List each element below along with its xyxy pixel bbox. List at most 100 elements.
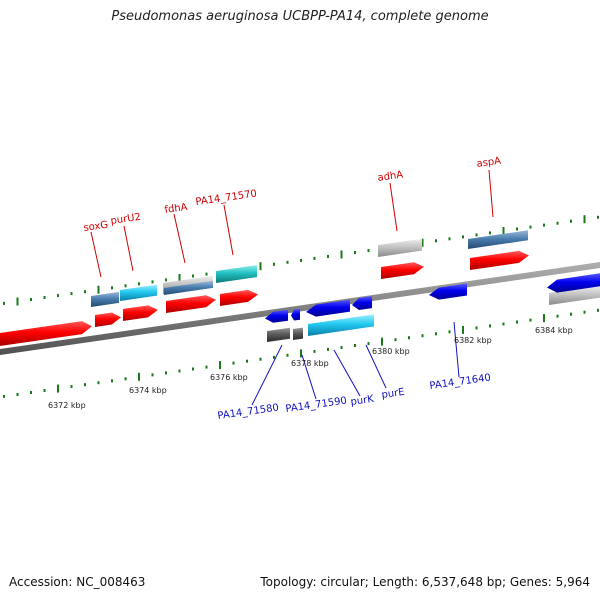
major-tick (543, 314, 545, 323)
gene-purK-arrow[interactable] (306, 299, 350, 317)
minor-tick (597, 215, 599, 219)
minor-tick (327, 347, 329, 351)
gene-label-purK[interactable]: purK (350, 394, 375, 408)
gene-label-purU2[interactable]: purU2 (110, 212, 142, 227)
minor-tick (570, 312, 572, 316)
minor-tick (435, 239, 437, 243)
minor-tick (556, 314, 559, 318)
scale-label-6378: 6378 kbp (291, 359, 329, 368)
gene-label-fdhA[interactable]: fdhA (164, 202, 189, 216)
major-tick (97, 285, 100, 294)
gene-PA14-71590-arrow[interactable] (291, 308, 300, 321)
minor-tick (3, 301, 5, 305)
gene-purE-arrow[interactable] (352, 296, 372, 310)
genome-title: Pseudomonas aeruginosa UCBPP-PA14, compl… (111, 9, 489, 24)
gene-label-adhA[interactable]: adhA (377, 169, 404, 183)
gene-forward-arrow[interactable] (0, 321, 92, 346)
minor-tick (583, 310, 586, 314)
minor-tick (124, 284, 127, 288)
minor-tick (516, 227, 518, 231)
gene-label-PA14-71640[interactable]: PA14_71640 (429, 372, 492, 391)
scale-label-6380: 6380 kbp (372, 347, 410, 356)
minor-tick (529, 318, 532, 322)
minor-tick (111, 379, 113, 383)
minor-tick (246, 359, 248, 363)
gene-purU2-block[interactable] (120, 284, 157, 301)
minor-tick (70, 385, 73, 389)
gene-PA14-71580-block[interactable] (267, 327, 290, 342)
scale-label-6376: 6376 kbp (210, 373, 248, 382)
gene-purU2-arrow[interactable] (123, 305, 158, 321)
minor-tick (30, 298, 32, 301)
scale-label-6382: 6382 kbp (454, 336, 492, 345)
gene-reverse-edge-arrow[interactable] (547, 273, 600, 293)
gene-features (0, 230, 600, 346)
gene-PA14-71580-arrow[interactable] (265, 309, 288, 323)
minor-tick (84, 383, 86, 387)
major-tick (178, 274, 181, 282)
minor-tick (124, 377, 127, 381)
scale-label-6374: 6374 kbp (129, 386, 167, 395)
minor-tick (502, 322, 505, 326)
minor-tick (205, 365, 208, 369)
major-tick (583, 215, 586, 224)
major-tick (300, 349, 302, 358)
minor-tick (300, 258, 302, 262)
minor-tick (340, 346, 343, 349)
minor-tick (408, 336, 410, 340)
gene-PA14-71570-block[interactable] (216, 265, 257, 283)
gene-purK-purE-block[interactable] (308, 314, 374, 336)
gene-PA14-71640-arrow[interactable] (429, 283, 467, 300)
gene-PA14-71590-block[interactable] (293, 327, 303, 340)
major-tick (462, 325, 464, 334)
minor-tick (462, 235, 464, 239)
minor-tick (286, 353, 289, 357)
gene-label-aspA[interactable]: aspA (476, 156, 502, 170)
gene-soxG-block[interactable] (91, 291, 119, 307)
minor-tick (367, 249, 370, 253)
minor-tick (448, 330, 451, 334)
minor-tick (327, 254, 329, 258)
minor-tick (394, 338, 397, 342)
minor-tick (313, 349, 316, 353)
minor-tick (475, 326, 478, 330)
minor-tick (165, 278, 167, 282)
minor-tick (273, 355, 275, 359)
gene-adhA-arrow[interactable] (381, 262, 424, 279)
minor-tick (421, 334, 424, 338)
minor-tick (178, 369, 181, 373)
minor-tick (286, 260, 289, 264)
minor-tick (489, 324, 491, 328)
minor-tick (556, 221, 559, 225)
minor-tick (259, 357, 262, 361)
gene-label-purE[interactable]: purE (381, 387, 405, 401)
label-leaders (90, 169, 494, 406)
minor-tick (313, 256, 316, 260)
minor-tick (475, 233, 478, 237)
gene-label-soxG[interactable]: soxG (83, 220, 109, 234)
minor-tick (232, 361, 235, 365)
gene-aspA-block[interactable] (468, 230, 528, 249)
gene-aspA-arrow[interactable] (470, 250, 529, 270)
scale-label-6372: 6372 kbp (48, 401, 86, 410)
major-tick (219, 361, 221, 370)
minor-tick (273, 262, 275, 266)
minor-tick (165, 371, 167, 375)
minor-tick (3, 394, 5, 398)
minor-tick (16, 393, 19, 396)
gene-edge-gray[interactable] (549, 285, 600, 305)
minor-tick (489, 231, 491, 235)
genome-backbone (0, 262, 600, 355)
gene-soxG-arrow[interactable] (95, 312, 121, 328)
minor-tick (367, 342, 370, 346)
minor-tick (138, 282, 140, 286)
gene-fdhA-block-bottom[interactable] (164, 280, 213, 295)
gene-label-PA14-71580[interactable]: PA14_71580 (217, 402, 280, 421)
gene-PA14-71570-arrow[interactable] (220, 289, 258, 306)
gene-fdhA-arrow[interactable] (166, 295, 216, 313)
scale-label-6384: 6384 kbp (535, 326, 573, 335)
minor-tick (543, 223, 545, 227)
major-tick (138, 372, 140, 381)
gene-label-PA14-71570[interactable]: PA14_71570 (195, 188, 258, 207)
gene-adhA-block[interactable] (378, 238, 422, 257)
